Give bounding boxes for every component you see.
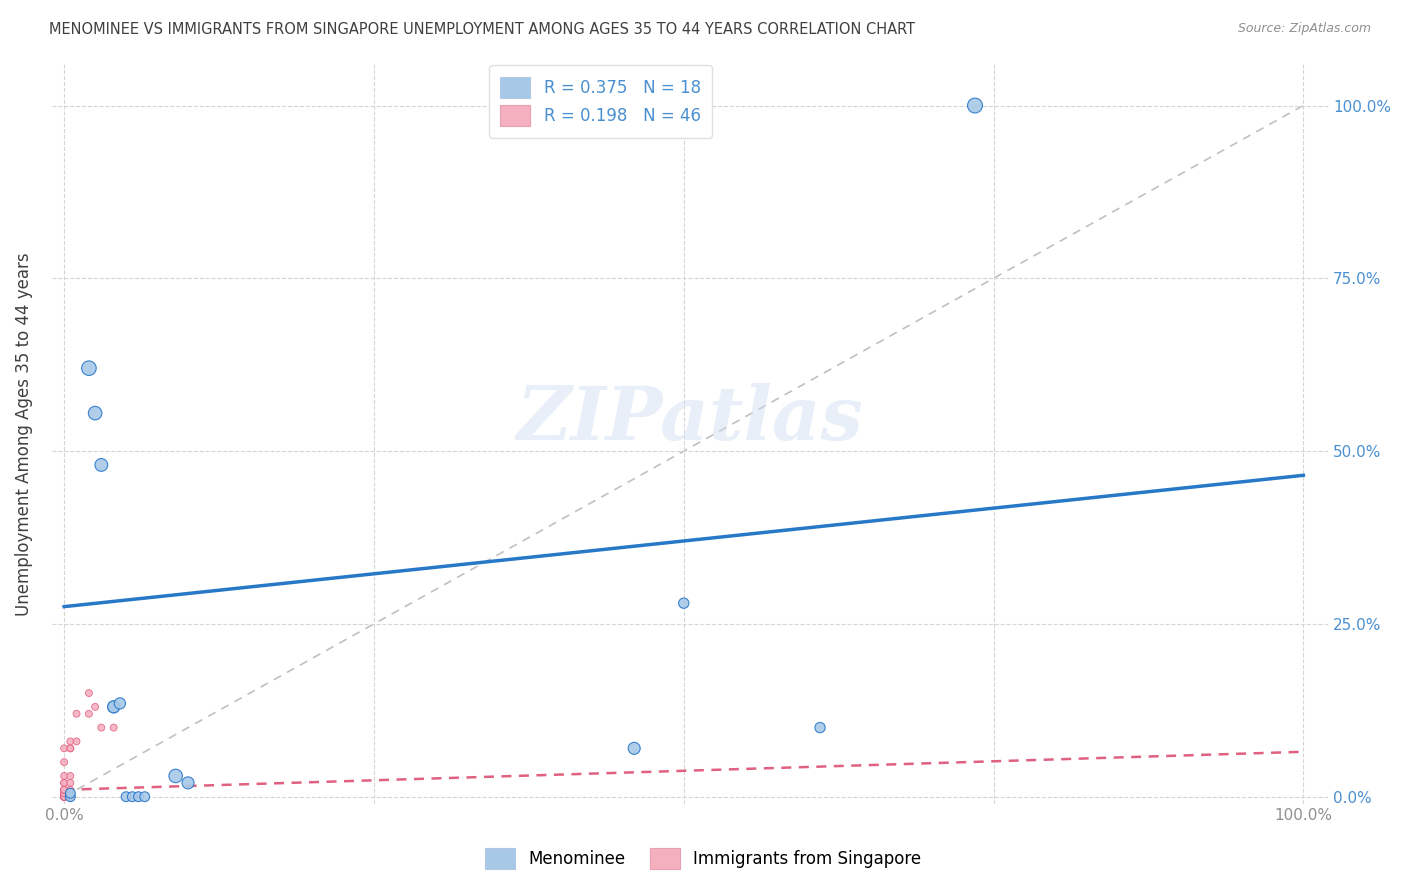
Point	[108, 697, 131, 711]
Point	[134, 789, 156, 804]
Point	[53, 789, 76, 804]
Point	[103, 699, 125, 714]
Point	[808, 721, 831, 735]
Point	[53, 789, 76, 804]
Point	[53, 789, 76, 804]
Y-axis label: Unemployment Among Ages 35 to 44 years: Unemployment Among Ages 35 to 44 years	[15, 252, 32, 615]
Point	[165, 769, 187, 783]
Point	[53, 741, 76, 756]
Point	[53, 776, 76, 790]
Text: Source: ZipAtlas.com: Source: ZipAtlas.com	[1237, 22, 1371, 36]
Point	[963, 98, 986, 112]
Point	[53, 789, 76, 804]
Point	[59, 789, 82, 804]
Text: ZIPatlas: ZIPatlas	[516, 383, 863, 455]
Point	[84, 699, 107, 714]
Point	[53, 789, 76, 804]
Point	[59, 769, 82, 783]
Point	[103, 721, 125, 735]
Point	[53, 789, 76, 804]
Point	[53, 789, 76, 804]
Legend: Menominee, Immigrants from Singapore: Menominee, Immigrants from Singapore	[475, 838, 931, 880]
Point	[128, 789, 150, 804]
Point	[59, 776, 82, 790]
Point	[53, 782, 76, 797]
Point	[90, 458, 112, 472]
Point	[53, 789, 76, 804]
Point	[53, 786, 76, 800]
Point	[53, 786, 76, 800]
Point	[77, 686, 100, 700]
Point	[53, 789, 76, 804]
Point	[103, 699, 125, 714]
Point	[53, 789, 76, 804]
Point	[53, 789, 76, 804]
Point	[115, 789, 138, 804]
Point	[59, 782, 82, 797]
Point	[53, 789, 76, 804]
Point	[77, 361, 100, 376]
Text: MENOMINEE VS IMMIGRANTS FROM SINGAPORE UNEMPLOYMENT AMONG AGES 35 TO 44 YEARS CO: MENOMINEE VS IMMIGRANTS FROM SINGAPORE U…	[49, 22, 915, 37]
Point	[59, 741, 82, 756]
Point	[65, 734, 87, 748]
Point	[59, 741, 82, 756]
Point	[53, 789, 76, 804]
Point	[59, 789, 82, 804]
Point	[84, 406, 107, 420]
Point	[53, 789, 76, 804]
Point	[90, 721, 112, 735]
Legend: R = 0.375   N = 18, R = 0.198   N = 46: R = 0.375 N = 18, R = 0.198 N = 46	[489, 65, 713, 138]
Point	[53, 789, 76, 804]
Point	[672, 596, 695, 610]
Point	[623, 741, 645, 756]
Point	[53, 782, 76, 797]
Point	[59, 789, 82, 804]
Point	[177, 776, 200, 790]
Point	[59, 786, 82, 800]
Point	[53, 755, 76, 769]
Point	[53, 782, 76, 797]
Point	[59, 734, 82, 748]
Point	[53, 789, 76, 804]
Point	[53, 789, 76, 804]
Point	[53, 776, 76, 790]
Point	[59, 789, 82, 804]
Point	[53, 789, 76, 804]
Point	[53, 789, 76, 804]
Point	[121, 789, 143, 804]
Point	[65, 706, 87, 721]
Point	[53, 769, 76, 783]
Point	[53, 789, 76, 804]
Point	[77, 706, 100, 721]
